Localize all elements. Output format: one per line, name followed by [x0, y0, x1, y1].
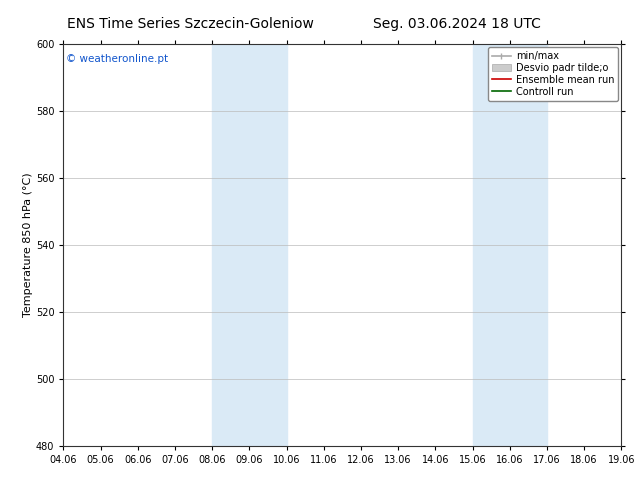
Bar [212, 44, 287, 446]
Text: Seg. 03.06.2024 18 UTC: Seg. 03.06.2024 18 UTC [373, 17, 540, 31]
Text: ENS Time Series Szczecin-Goleniow: ENS Time Series Szczecin-Goleniow [67, 17, 314, 31]
Legend: min/max, Desvio padr tilde;o, Ensemble mean run, Controll run: min/max, Desvio padr tilde;o, Ensemble m… [488, 47, 618, 100]
Text: © weatheronline.pt: © weatheronline.pt [66, 54, 168, 64]
Y-axis label: Temperature 850 hPa (°C): Temperature 850 hPa (°C) [23, 172, 33, 318]
Bar [472, 44, 547, 446]
